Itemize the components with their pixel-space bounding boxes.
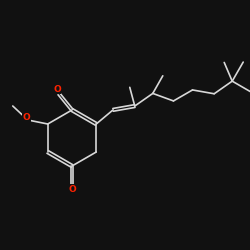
Text: O: O: [23, 114, 31, 122]
Text: O: O: [53, 84, 61, 94]
Text: O: O: [68, 184, 76, 194]
